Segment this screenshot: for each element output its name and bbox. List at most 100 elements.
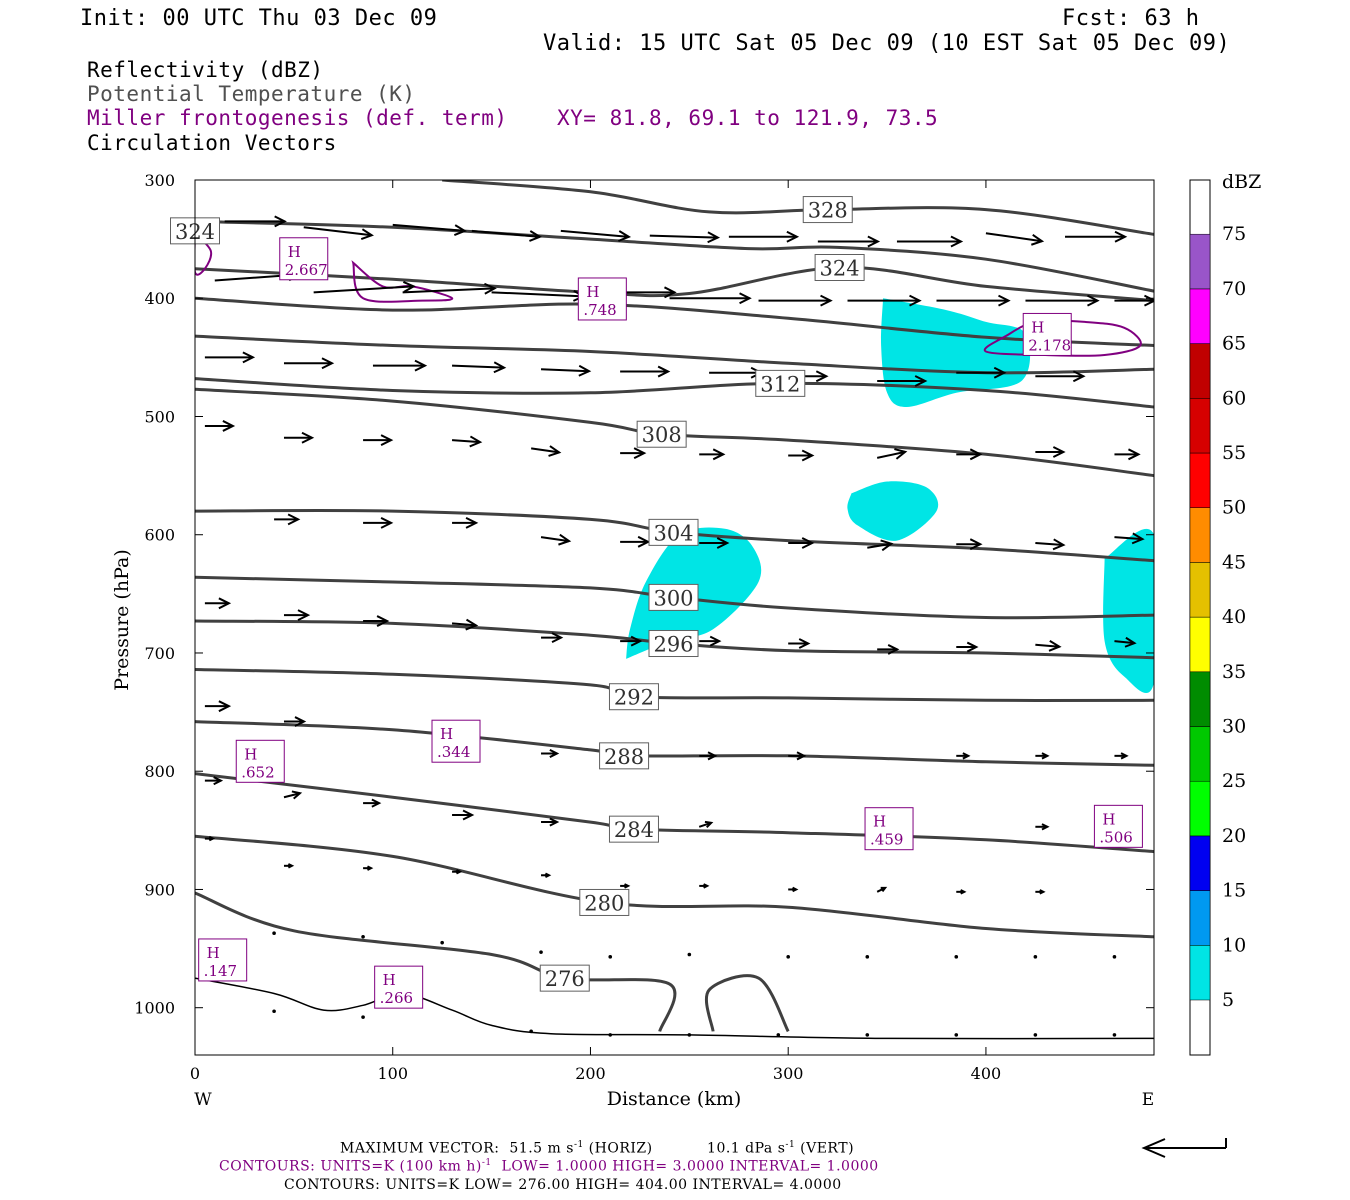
miller-max-value: .748 bbox=[583, 301, 616, 319]
circulation-vector bbox=[788, 638, 811, 649]
colorbar-tick-label: 70 bbox=[1222, 278, 1246, 300]
circulation-vector bbox=[776, 1033, 781, 1037]
circulation-vector-head bbox=[664, 286, 677, 299]
circulation-vector bbox=[363, 865, 374, 871]
circulation-vector-dot bbox=[440, 940, 444, 945]
circulation-vector-shaft bbox=[1035, 643, 1060, 648]
miller-contour-line bbox=[351, 260, 454, 303]
circulation-vector-head bbox=[222, 420, 236, 432]
circulation-vector-head bbox=[657, 365, 671, 378]
circulation-vector-head bbox=[1131, 532, 1145, 545]
circulation-vector-head bbox=[558, 533, 572, 546]
circulation-vector-head bbox=[1120, 752, 1129, 760]
circulation-vector bbox=[985, 232, 1045, 246]
colorbar-swatch bbox=[1189, 945, 1211, 1001]
colorbar-swatch bbox=[1189, 288, 1211, 344]
miller-max-value: .266 bbox=[380, 989, 413, 1007]
colorbar-swatch bbox=[1189, 616, 1211, 673]
colorbar-tick-label: 35 bbox=[1222, 661, 1246, 683]
theta-contour-label: 324 bbox=[820, 257, 860, 281]
circulation-vector bbox=[687, 952, 692, 957]
circulation-vector bbox=[402, 282, 497, 295]
max-vector-horiz: 51.5 m s bbox=[509, 1140, 574, 1157]
theta-contour-line bbox=[195, 720, 1154, 767]
theta-contour-line bbox=[195, 296, 1154, 347]
miller-max-marker: H bbox=[586, 283, 599, 301]
circulation-vector-head bbox=[801, 537, 815, 549]
circulation-vector-head bbox=[867, 235, 881, 248]
circulation-vector-head bbox=[1124, 636, 1137, 648]
circulation-vector-head bbox=[966, 641, 979, 653]
circulation-vector bbox=[1114, 636, 1137, 648]
circulation-vector bbox=[1035, 538, 1066, 551]
circulation-vector bbox=[877, 644, 900, 655]
miller-max-marker: H bbox=[244, 745, 257, 763]
circulation-vector-shaft bbox=[283, 792, 301, 799]
miller-max-marker: H bbox=[873, 813, 886, 831]
field-reflectivity: Reflectivity (dBZ) bbox=[87, 58, 324, 82]
circulation-vector-shaft bbox=[452, 364, 505, 369]
circulation-vector-head bbox=[294, 716, 307, 727]
colorbar-swatch bbox=[1189, 726, 1211, 782]
circulation-vector-head bbox=[321, 357, 335, 370]
circulation-vector-head bbox=[548, 445, 562, 457]
theta-contour-line bbox=[195, 891, 677, 1032]
circulation-vector-head bbox=[465, 517, 479, 529]
circulation-vector bbox=[956, 448, 983, 461]
circulation-vector bbox=[531, 445, 562, 457]
theta-contour-label-box bbox=[636, 420, 687, 448]
circulation-vector bbox=[1035, 370, 1086, 383]
theta-contour-label-box bbox=[579, 888, 630, 916]
colorbar-tick-label: 15 bbox=[1222, 880, 1246, 902]
vector-layer bbox=[204, 215, 1154, 1037]
circulation-vector-head bbox=[962, 752, 971, 760]
circulation-vector-head bbox=[633, 447, 647, 460]
field-circulation-vectors: Circulation Vectors bbox=[87, 131, 337, 155]
circulation-vector bbox=[224, 215, 287, 228]
reference-vector-arrow bbox=[1141, 1138, 1227, 1158]
circulation-vector-head bbox=[1052, 538, 1066, 551]
circulation-vector bbox=[1112, 955, 1117, 959]
circulation-vector bbox=[283, 716, 307, 727]
circulation-vector-shaft bbox=[451, 622, 477, 627]
miller-contour-line bbox=[195, 231, 213, 276]
y-axis-tick-label: 700 bbox=[144, 644, 175, 663]
circulation-vector-shaft bbox=[540, 536, 570, 543]
max-vector-vert-exponent: -1 bbox=[785, 1140, 796, 1150]
colorbar-tick-label: 60 bbox=[1222, 387, 1246, 409]
circulation-vector bbox=[283, 357, 335, 370]
axes-layer: 0 100 200 300 400 300 400 500 600 700 800 900 1000 bbox=[134, 171, 1154, 1083]
circulation-vector-dot bbox=[361, 1015, 365, 1019]
circulation-vector-head bbox=[712, 448, 726, 461]
colorbar-tick-label: 30 bbox=[1222, 716, 1246, 738]
circulation-vector bbox=[620, 535, 651, 548]
circulation-vector bbox=[541, 748, 560, 758]
circulation-vector bbox=[699, 883, 710, 889]
circulation-vector-shaft bbox=[876, 450, 906, 459]
colorbar-tick-label: 75 bbox=[1222, 223, 1246, 245]
theta-contour-label-box bbox=[648, 518, 699, 546]
circulation-vector bbox=[709, 366, 764, 379]
circulation-vector-head bbox=[402, 281, 416, 293]
circulation-vector bbox=[698, 820, 714, 828]
circulation-vector bbox=[272, 931, 276, 936]
y-axis-tick-label: 500 bbox=[144, 407, 175, 426]
circulation-vector-shaft bbox=[1035, 542, 1064, 547]
terrain-line bbox=[195, 977, 1154, 1040]
y-axis-title: Pressure (hPa) bbox=[111, 549, 133, 691]
max-vector-label: MAXIMUM VECTOR: bbox=[340, 1140, 500, 1157]
circulation-vector-head bbox=[820, 294, 833, 307]
circulation-vector bbox=[541, 872, 552, 878]
circulation-vector-head bbox=[380, 434, 394, 447]
circulation-vector-shaft bbox=[540, 368, 590, 373]
y-axis-tick-label: 400 bbox=[144, 289, 175, 308]
circulation-vector bbox=[728, 230, 800, 243]
theta-contour-label: 304 bbox=[653, 521, 693, 545]
circulation-vector-head bbox=[801, 449, 815, 462]
circulation-vector-dot bbox=[1033, 955, 1038, 959]
x-axis-tick-label: 100 bbox=[377, 1064, 408, 1083]
circulation-vector bbox=[204, 597, 232, 610]
reflectivity-region bbox=[1103, 528, 1154, 693]
circulation-vector bbox=[1035, 640, 1062, 652]
circulation-vector-head bbox=[360, 228, 374, 241]
